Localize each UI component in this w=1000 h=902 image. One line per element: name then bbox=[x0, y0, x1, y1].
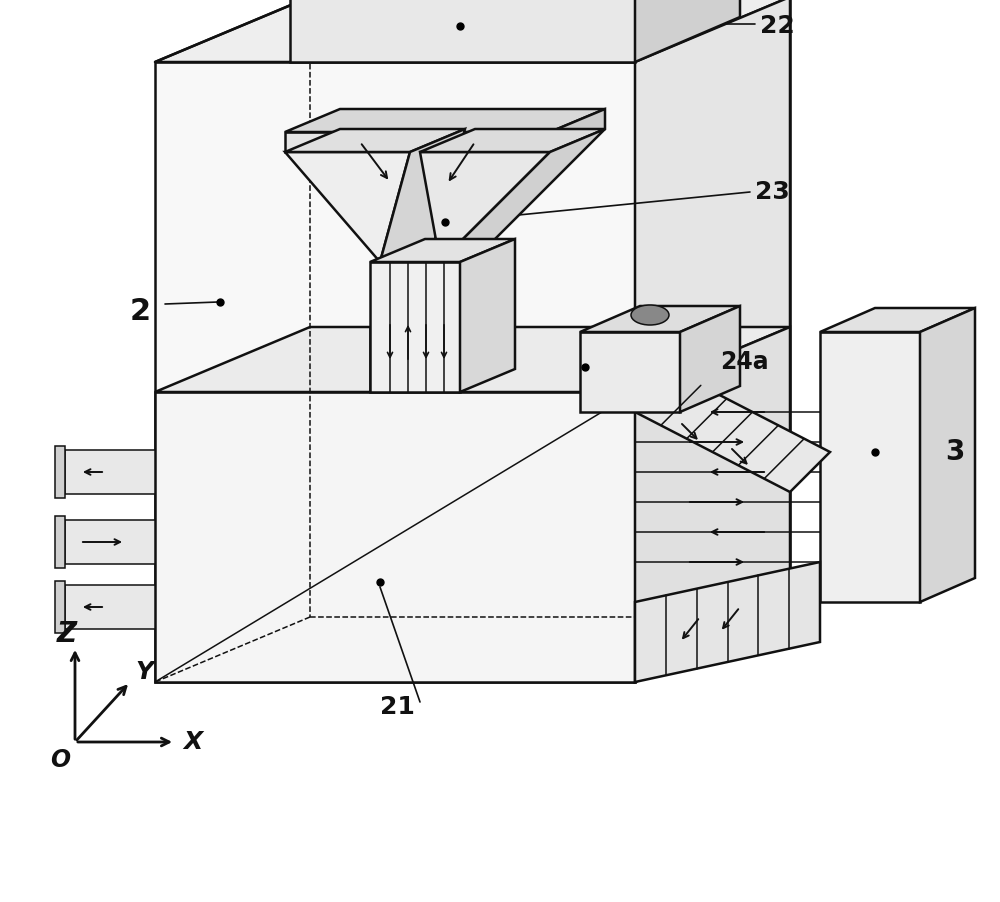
Polygon shape bbox=[155, 327, 790, 392]
Text: Z: Z bbox=[57, 620, 77, 648]
Polygon shape bbox=[820, 308, 975, 332]
Text: Y: Y bbox=[135, 660, 153, 684]
Polygon shape bbox=[635, 562, 820, 682]
Polygon shape bbox=[285, 132, 550, 152]
Polygon shape bbox=[55, 581, 65, 633]
Polygon shape bbox=[635, 0, 790, 682]
Polygon shape bbox=[920, 308, 975, 602]
Polygon shape bbox=[580, 306, 740, 332]
Text: 22: 22 bbox=[760, 14, 795, 38]
Polygon shape bbox=[460, 239, 515, 392]
Text: 23: 23 bbox=[755, 180, 790, 204]
Polygon shape bbox=[420, 129, 605, 152]
Polygon shape bbox=[420, 152, 550, 262]
Ellipse shape bbox=[631, 305, 669, 325]
Text: 3: 3 bbox=[945, 438, 964, 466]
Polygon shape bbox=[65, 450, 155, 494]
Polygon shape bbox=[155, 62, 635, 682]
Polygon shape bbox=[440, 129, 605, 262]
Text: O: O bbox=[50, 748, 70, 772]
Polygon shape bbox=[55, 446, 65, 498]
Polygon shape bbox=[635, 0, 740, 62]
Polygon shape bbox=[285, 129, 465, 152]
Polygon shape bbox=[285, 109, 605, 132]
Polygon shape bbox=[370, 262, 460, 392]
Polygon shape bbox=[65, 520, 155, 564]
Text: X: X bbox=[183, 730, 202, 754]
Polygon shape bbox=[55, 516, 65, 568]
Text: 21: 21 bbox=[380, 695, 415, 719]
Polygon shape bbox=[635, 327, 790, 682]
Polygon shape bbox=[680, 306, 740, 412]
Polygon shape bbox=[635, 372, 830, 492]
Polygon shape bbox=[580, 332, 680, 412]
Text: 2: 2 bbox=[130, 298, 151, 327]
Text: 24a: 24a bbox=[720, 350, 769, 374]
Polygon shape bbox=[550, 109, 605, 152]
Polygon shape bbox=[65, 585, 155, 629]
Polygon shape bbox=[285, 152, 410, 262]
Polygon shape bbox=[155, 392, 635, 682]
Polygon shape bbox=[370, 239, 515, 262]
Polygon shape bbox=[155, 0, 790, 62]
Polygon shape bbox=[290, 0, 635, 62]
Polygon shape bbox=[820, 332, 920, 602]
Polygon shape bbox=[380, 129, 465, 262]
